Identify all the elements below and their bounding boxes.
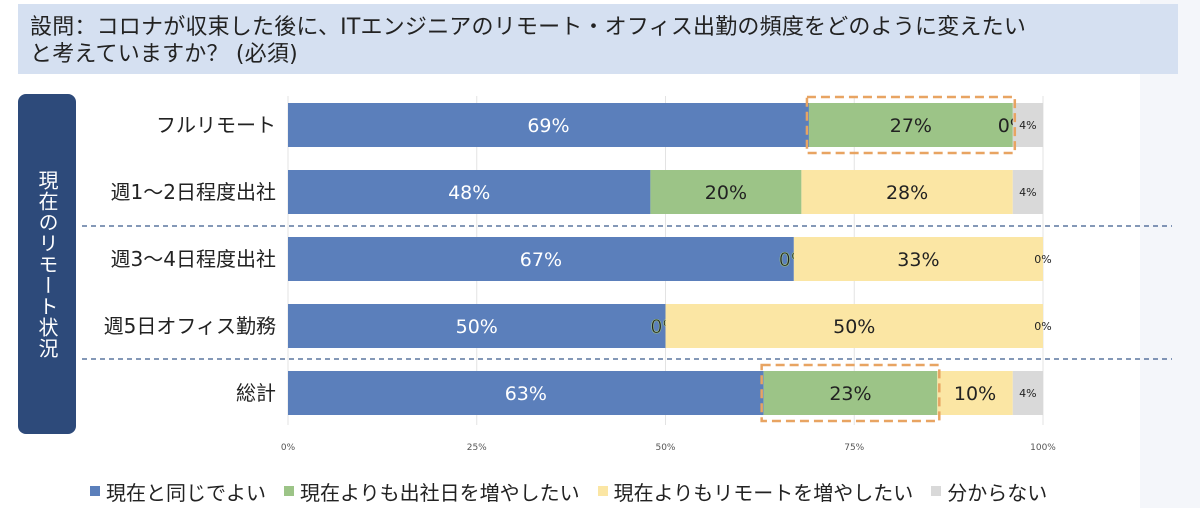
question-header: 設問：コロナが収束した後に、ITエンジニアのリモート・オフィス出勤の頻度をどのよ…	[18, 4, 1178, 74]
data-label: 27%	[890, 115, 932, 137]
data-label: 50%	[833, 316, 875, 338]
legend-label: 現在と同じでよい	[106, 480, 266, 505]
bar-segment	[288, 371, 764, 415]
category-label: フルリモート	[156, 113, 276, 137]
bar-segment	[1012, 103, 1043, 147]
bar-segment	[801, 170, 1013, 214]
x-tick-label: 50%	[655, 443, 675, 453]
data-label: 4%	[1019, 119, 1036, 132]
bar-segment	[793, 237, 1043, 281]
legend-label: 現在よりも出社日を増やしたい	[300, 480, 580, 505]
chart-legend: 現在と同じでよい 現在よりも出社日を増やしたい 現在よりもリモートを増やしたい 分から…	[90, 477, 1047, 506]
data-label: 33%	[897, 249, 939, 271]
side-label: 現在のリモート状況	[35, 169, 59, 359]
legend-item: 分からない	[931, 477, 1047, 506]
data-label: 0%	[1034, 320, 1051, 333]
bar-segment	[665, 304, 1043, 348]
bar-segment	[288, 170, 651, 214]
legend-swatch	[284, 486, 294, 496]
legend-item: 現在よりもリモートを増やしたい	[597, 477, 914, 506]
bar-segment	[763, 371, 938, 415]
data-label: 69%	[527, 115, 569, 137]
data-label: 63%	[505, 383, 547, 405]
category-label: 週1～2日程度出社	[111, 180, 276, 204]
side-label-box: 現在のリモート状況	[18, 94, 76, 434]
question-line-1: 設問：コロナが収束した後に、ITエンジニアのリモート・オフィス出勤の頻度をどのよ…	[30, 15, 1027, 40]
x-tick-label: 25%	[467, 443, 487, 453]
data-label: 48%	[448, 182, 490, 204]
legend-swatch	[90, 486, 100, 496]
data-label: 20%	[705, 182, 747, 204]
category-label: 週5日オフィス勤務	[104, 314, 276, 338]
background-decoration	[1140, 0, 1200, 508]
bar-segment	[650, 170, 802, 214]
bar-segment	[1012, 170, 1043, 214]
legend-item: 現在と同じでよい	[90, 477, 266, 506]
data-label: 4%	[1019, 387, 1036, 400]
bar-segment	[808, 103, 1013, 147]
x-tick-label: 0%	[281, 443, 296, 453]
bar-segment	[288, 237, 794, 281]
data-label: 10%	[954, 383, 996, 405]
data-label: 4%	[1019, 186, 1036, 199]
highlight-box	[805, 95, 1017, 155]
bar-segment	[937, 371, 1013, 415]
category-label: 総計	[236, 381, 276, 405]
question-line-2: と考えていますか？ (必須)	[30, 42, 298, 67]
legend-swatch	[931, 486, 942, 496]
category-label: 週3～4日程度出社	[111, 247, 276, 271]
legend-swatch	[597, 486, 608, 496]
data-label: 0%	[1034, 253, 1051, 266]
legend-item: 現在よりも出社日を増やしたい	[284, 477, 580, 506]
data-label: 23%	[829, 383, 871, 405]
legend-label: 分からない	[947, 480, 1048, 505]
x-tick-label: 100%	[1030, 443, 1056, 453]
data-label: 28%	[886, 182, 928, 204]
highlight-box	[760, 363, 941, 423]
x-tick-label: 75%	[844, 443, 864, 453]
data-label: 67%	[520, 249, 562, 271]
bar-segment	[288, 103, 809, 147]
bar-segment	[1012, 371, 1043, 415]
legend-label: 現在よりもリモートを増やしたい	[613, 480, 914, 505]
data-label: 50%	[456, 316, 498, 338]
bar-segment	[288, 304, 666, 348]
